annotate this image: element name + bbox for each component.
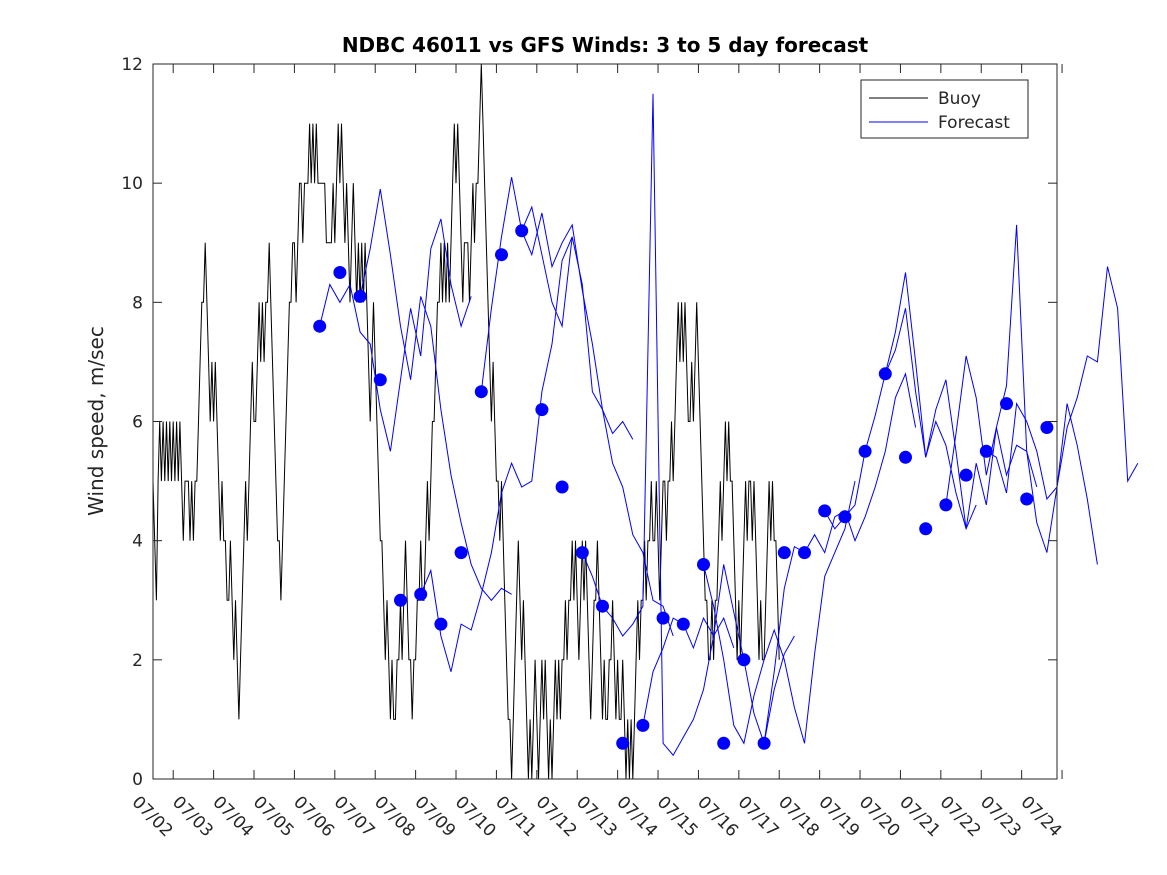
- forecast-marker: [333, 266, 347, 279]
- forecast-run-line-11: [884, 272, 1038, 529]
- forecast-marker: [414, 587, 428, 601]
- y-axis: 0 2 4 6 8 10 12: [121, 55, 1057, 790]
- forecast-marker: [434, 617, 448, 631]
- y-tick-label: 4: [132, 532, 143, 552]
- forecast-marker: [777, 546, 791, 560]
- forecast-marker: [818, 504, 832, 518]
- forecast-marker: [939, 498, 953, 512]
- forecast-run-line-12: [945, 224, 1098, 565]
- forecast-marker: [959, 468, 973, 482]
- forecast-marker: [798, 546, 811, 560]
- forecast-marker: [1040, 421, 1054, 434]
- forecast-marker: [636, 718, 650, 732]
- forecast-marker: [1000, 397, 1013, 411]
- legend-box: [860, 79, 1029, 139]
- forecast-run-line-13: [986, 266, 1139, 501]
- y-tick-label: 2: [132, 651, 143, 671]
- y-tick-label: 10: [121, 174, 143, 194]
- chart-title: NDBC 46011 vs GFS Winds: 3 to 5 day fore…: [342, 33, 869, 57]
- forecast-marker: [656, 611, 670, 625]
- legend: Buoy Forecast: [860, 79, 1029, 139]
- forecast-marker: [737, 653, 751, 667]
- forecast-marker: [575, 546, 589, 560]
- forecast-marker: [495, 248, 508, 262]
- forecast-marker: [717, 736, 731, 750]
- forecast-marker: [353, 289, 367, 303]
- forecast-run-line-8: [703, 480, 856, 745]
- forecast-marker: [515, 224, 529, 238]
- forecast-marker: [899, 450, 912, 464]
- buoy-series-line: [152, 63, 780, 780]
- y-axis-label: Wind speed, m/sec: [84, 326, 108, 516]
- forecast-marker: [373, 373, 387, 387]
- plot-area: [152, 63, 1139, 780]
- forecast-marker: [1020, 492, 1034, 506]
- forecast-run-line-7: [642, 564, 795, 746]
- forecast-marker: [474, 385, 488, 399]
- forecast-marker: [535, 403, 549, 417]
- forecast-marker: [858, 444, 872, 458]
- forecast-marker: [676, 617, 690, 631]
- forecast-marker: [838, 510, 852, 524]
- forecast-run-line-3: [420, 236, 573, 672]
- forecast-marker: [616, 736, 630, 750]
- legend-label-buoy: Buoy: [938, 89, 981, 109]
- forecast-run-line-4: [480, 177, 634, 440]
- forecast-marker: [697, 558, 710, 571]
- forecast-marker: [979, 444, 993, 458]
- legend-label-forecast: Forecast: [938, 113, 1010, 133]
- y-tick-label: 6: [132, 413, 143, 433]
- forecast-run-line-6: [581, 93, 735, 757]
- forecast-marker: [596, 599, 609, 613]
- forecast-marker: [454, 546, 468, 560]
- y-tick-label: 8: [132, 293, 143, 313]
- forecast-marker: [878, 367, 892, 381]
- y-tick-label: 0: [132, 770, 143, 790]
- y-tick-label: 12: [121, 55, 143, 75]
- forecast-marker: [757, 736, 771, 750]
- forecast-marker: [919, 522, 933, 536]
- forecast-run-line-1: [319, 218, 472, 452]
- forecast-run-line-2: [359, 189, 512, 602]
- forecast-marker: [555, 480, 569, 494]
- forecast-run-line-5: [521, 205, 674, 637]
- forecast-marker: [313, 319, 327, 333]
- forecast-marker: [394, 593, 407, 607]
